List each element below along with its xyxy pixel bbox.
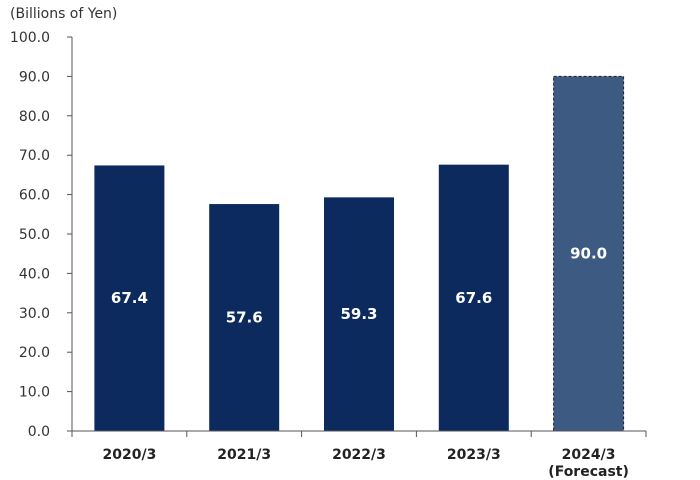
bar-2020-3: [94, 165, 165, 431]
bar-2022-3: [324, 197, 394, 431]
y-tick-label: 70.0: [19, 148, 50, 164]
data-label: 59.3: [340, 305, 377, 323]
bars-group: 67.4 57.6 59.3 67.6 90.0: [94, 75, 625, 432]
y-tick-label: 0.0: [28, 424, 50, 440]
x-tick-label: 2023/3: [447, 447, 501, 463]
y-tick-label: 40.0: [19, 266, 50, 282]
y-tick-label: 100.0: [10, 30, 50, 46]
axes-group: 0.0 10.0 20.0 30.0 40.0 50.0 60.0 70.0 80.0 90.0 1…: [10, 30, 647, 480]
x-tick-sublabel: (Forecast): [548, 464, 629, 480]
y-tick-label: 10.0: [19, 385, 50, 401]
bar-2021-3: [209, 204, 280, 431]
bar-2024-3-forecast: [553, 75, 625, 432]
y-axis-unit-label: (Billions of Yen): [10, 6, 117, 22]
data-label: 67.6: [455, 289, 492, 307]
data-label: 57.6: [226, 309, 263, 327]
y-tick-label: 20.0: [19, 345, 50, 361]
data-label: 67.4: [111, 289, 148, 307]
y-tick-label: 60.0: [19, 188, 50, 204]
x-tick-label: 2021/3: [217, 447, 271, 463]
y-tick-label: 80.0: [19, 109, 50, 125]
x-tick-label: 2020/3: [102, 447, 156, 463]
data-label: 90.0: [570, 245, 607, 263]
x-tick-label: 2022/3: [332, 447, 386, 463]
y-tick-label: 30.0: [19, 306, 50, 322]
y-tick-label: 90.0: [19, 69, 50, 85]
x-tick-label: 2024/3: [562, 447, 616, 463]
y-tick-label: 50.0: [19, 227, 50, 243]
bar-2023-3: [438, 164, 509, 431]
